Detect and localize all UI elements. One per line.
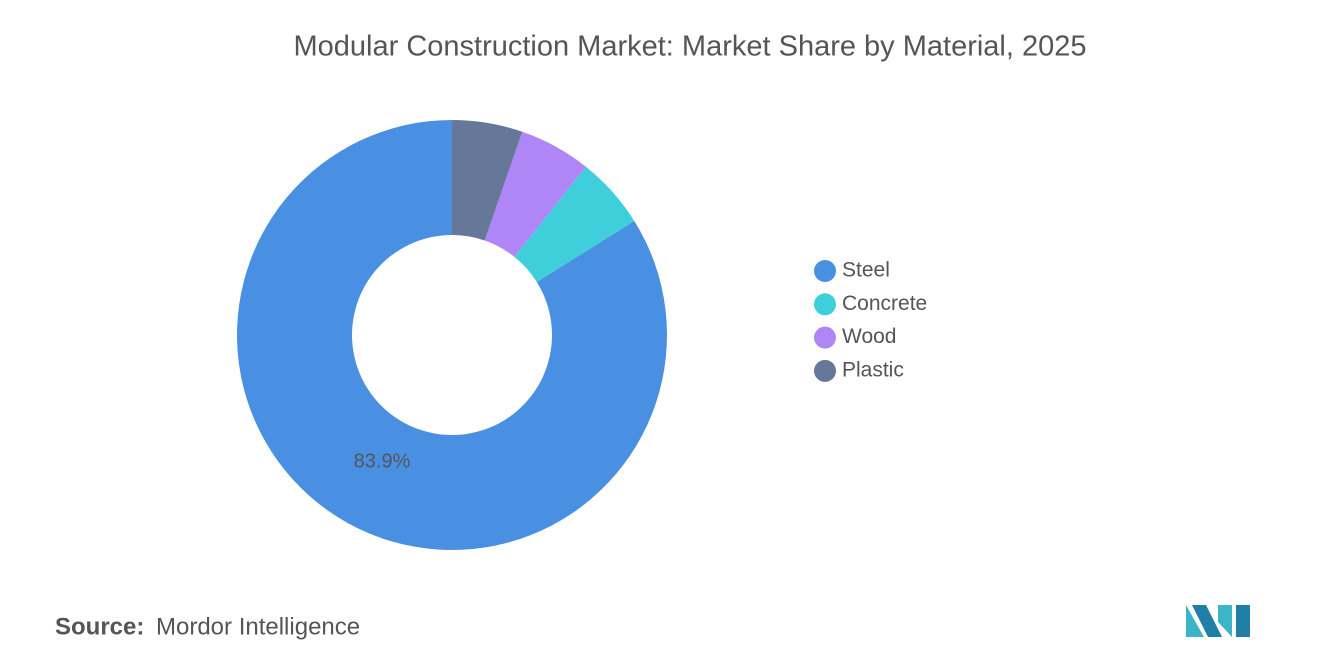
logo [1186,605,1250,637]
legend-label: Plastic [842,358,904,381]
slice [484,131,586,257]
slice [236,120,667,550]
legend-swatch [814,326,836,349]
legend-label: Wood [842,325,896,348]
legend-swatch [814,260,836,282]
data-label: 83.9% [354,450,411,472]
slice [514,166,635,282]
legend-swatch [814,359,836,382]
source: Mordor Intelligence [156,613,360,640]
chart-title: Modular Construction Market: Market Shar… [293,31,1086,63]
legend-label: Steel [842,259,890,282]
legend-label: Concrete [842,292,927,315]
slice [452,120,523,241]
legend-swatch [814,293,836,316]
source-label: Source: [55,613,144,640]
